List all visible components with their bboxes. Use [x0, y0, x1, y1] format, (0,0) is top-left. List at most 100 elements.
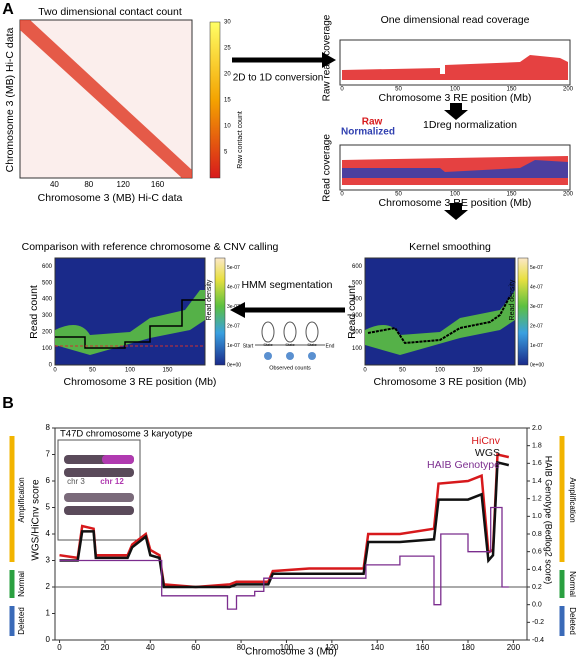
x-tick-label: 180	[461, 643, 475, 652]
arrow-head	[322, 52, 336, 68]
title: Kernel smoothing	[409, 241, 491, 253]
y2-tick-label: -0.2	[532, 619, 544, 626]
chromosome	[102, 455, 134, 464]
axis-label: Read coverage	[322, 134, 333, 202]
x-tick-label: 40	[50, 180, 59, 189]
x-tick-label: 200	[563, 87, 574, 93]
x-tick-label: 50	[89, 368, 96, 374]
x-tick-label: 120	[117, 180, 131, 189]
x-tick-label: 50	[399, 368, 406, 374]
x-tick-label: 150	[162, 368, 173, 374]
chart-title: T47D chromosome 3 karyotype	[60, 429, 193, 440]
x-tick-label: 100	[125, 368, 136, 374]
y-tick-label: 0	[49, 363, 53, 369]
chromosome	[64, 506, 134, 515]
x-tick-label: 60	[191, 643, 200, 652]
state-label: State	[285, 342, 295, 347]
colorbar-tick-label: 15	[224, 98, 231, 104]
smoothing-line	[367, 295, 511, 345]
y-tick-label: 600	[42, 264, 53, 270]
title: 1Dreg normalization	[423, 119, 517, 131]
y2-tick-label: 0.2	[532, 584, 542, 591]
title: One dimensional read coverage	[381, 14, 530, 26]
y-tick-label: 2	[46, 582, 51, 591]
axis-label: Chromosome 3 RE position (Mb)	[64, 376, 217, 388]
side-label: Normal	[17, 571, 26, 597]
x-tick-label: 140	[371, 643, 385, 652]
colorbar-tick-label: 5e-07	[227, 265, 240, 271]
cnv-band	[55, 290, 205, 355]
y-tick-label: 400	[42, 297, 53, 303]
colorbar-tick-label: 5e-07	[530, 265, 543, 271]
axis-label: WGS/HiCnv score	[31, 479, 42, 561]
colorbar-tick-label: 10	[224, 124, 231, 130]
cnv-segments	[55, 299, 205, 349]
chromosome	[64, 493, 134, 502]
colorbar-tick-label: 2e-07	[227, 323, 240, 329]
title: Comparison with reference chromosome & C…	[22, 241, 279, 253]
y-tick-label: 1	[46, 609, 51, 618]
x-tick-label: 100	[450, 87, 461, 93]
x-tick-label: 0	[53, 368, 57, 374]
y-tick-label: 300	[352, 313, 363, 319]
colorbar	[517, 257, 529, 366]
y2-tick-label: 0.8	[532, 531, 542, 538]
x-tick-label: 80	[84, 180, 93, 189]
state-label: State	[263, 342, 273, 347]
colorbar-label: Read density	[509, 279, 516, 320]
axis-label: Chromosome 3 (Mb)	[245, 647, 337, 658]
colorbar-tick-label: 3e-07	[530, 304, 543, 310]
y2-tick-label: 2.0	[532, 425, 542, 432]
x-tick-label: 100	[435, 368, 446, 374]
annotation: Observed counts	[269, 365, 311, 371]
y-tick-label: 6	[46, 476, 51, 485]
legend-label: HAIB Genotype	[427, 459, 500, 471]
y2-tick-label: -0.4	[532, 637, 544, 644]
side-label: Deleted	[17, 607, 26, 635]
x-tick-label: 100	[280, 643, 294, 652]
x-tick-label: 150	[506, 87, 517, 93]
x-tick-label: 0	[340, 87, 344, 93]
x-tick-label: 200	[507, 643, 521, 652]
annotation: 2D to 1D conversion	[233, 73, 324, 84]
panel-label: A	[2, 1, 14, 18]
colorbar-label: Raw contact count	[237, 111, 244, 169]
legend-label: Normalized	[341, 127, 395, 138]
y-tick-label: 4	[46, 529, 51, 538]
x-tick-label: 80	[237, 643, 246, 652]
title: Two dimensional contact count	[38, 6, 182, 18]
state-label: State	[307, 342, 317, 347]
x-tick-label: 160	[416, 643, 430, 652]
arrow-down	[444, 203, 468, 220]
x-tick-label: 150	[506, 192, 517, 198]
y-tick-label: 300	[42, 313, 53, 319]
annotation: Start	[243, 343, 254, 349]
y2-tick-label: 0.4	[532, 566, 542, 573]
x-tick-label: 160	[151, 180, 165, 189]
side-label: Amplification	[568, 477, 577, 522]
series-line	[59, 452, 510, 589]
y-tick-label: 500	[352, 280, 363, 286]
colorbar-tick-label: 1e-07	[530, 343, 543, 349]
y-tick-label: 200	[42, 330, 53, 336]
colorbar-tick-label: 0e+00	[227, 362, 241, 368]
y2-tick-label: 1.4	[532, 478, 542, 485]
x-tick-label: 50	[395, 192, 402, 198]
colorbar-tick-label: 1e-07	[227, 343, 240, 349]
y-tick-label: 500	[42, 280, 53, 286]
title: HMM segmentation	[241, 279, 332, 291]
colorbar	[209, 21, 221, 179]
colorbar-tick-label: 0e+00	[530, 362, 544, 368]
axis-label: Chromosome 3 RE position (Mb)	[379, 197, 532, 209]
colorbar-tick-label: 3e-07	[227, 304, 240, 310]
y2-tick-label: 0.0	[532, 602, 542, 609]
annotation: chr 3	[67, 477, 85, 486]
normalized-band	[342, 160, 568, 178]
y2-tick-label: 1.2	[532, 496, 542, 503]
legend-label: WGS	[475, 447, 500, 459]
arrow-head	[230, 302, 245, 318]
y2-tick-label: 1.6	[532, 460, 542, 467]
axis-label: Chromosome 3 (MB) Hi-C data	[4, 27, 16, 172]
hmm-observations	[264, 352, 316, 360]
